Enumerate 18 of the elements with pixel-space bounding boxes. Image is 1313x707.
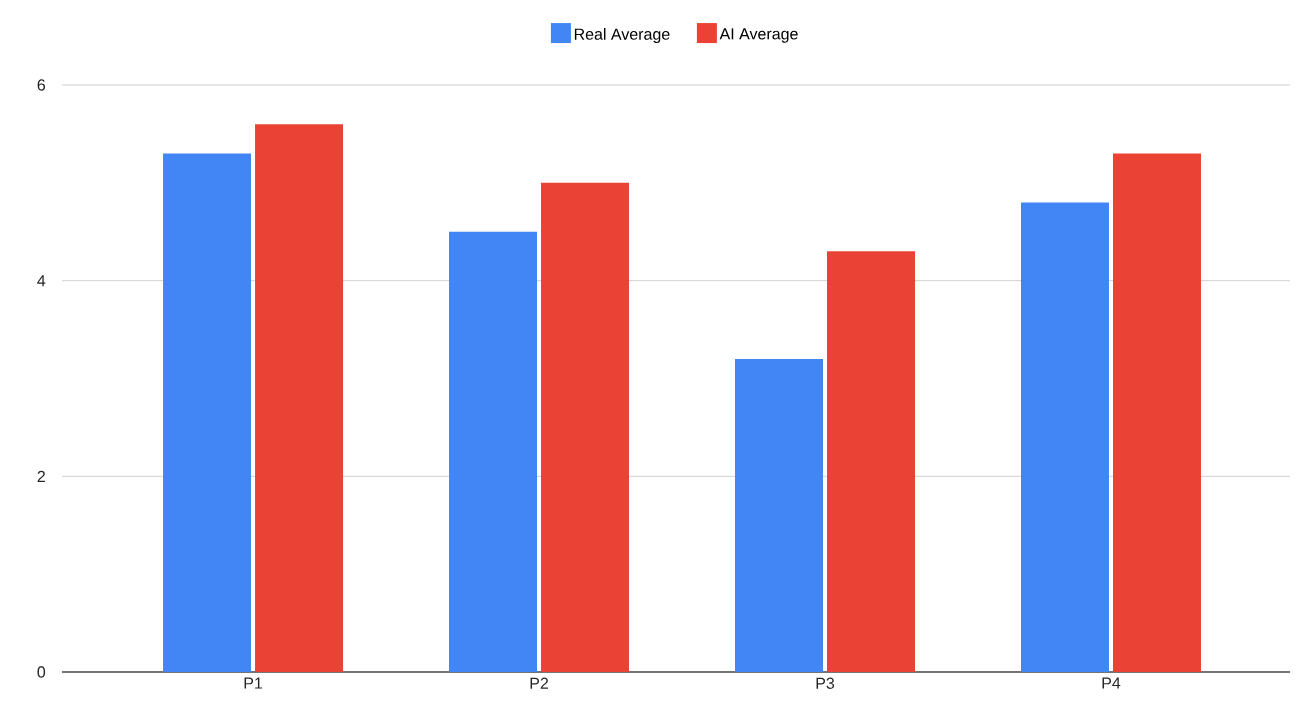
bar bbox=[255, 124, 344, 672]
bar bbox=[1112, 153, 1201, 672]
x-tick-label: P2 bbox=[530, 677, 548, 689]
y-tick-label: 0 bbox=[37, 666, 46, 678]
bar bbox=[449, 231, 538, 672]
y-tick-label: 6 bbox=[37, 79, 46, 91]
bar bbox=[541, 182, 630, 672]
legend-label: AI Average bbox=[719, 28, 798, 43]
bar bbox=[163, 153, 252, 672]
bar bbox=[827, 251, 916, 672]
x-tick-label: P4 bbox=[1102, 677, 1121, 689]
y-tick-label: 2 bbox=[37, 470, 45, 482]
bar bbox=[735, 358, 824, 672]
bar bbox=[1020, 202, 1109, 672]
x-tick-label: P3 bbox=[816, 677, 835, 689]
x-tick-label: P1 bbox=[244, 677, 263, 689]
y-tick-label: 4 bbox=[37, 275, 46, 287]
legend-label: Real Average bbox=[574, 28, 670, 43]
